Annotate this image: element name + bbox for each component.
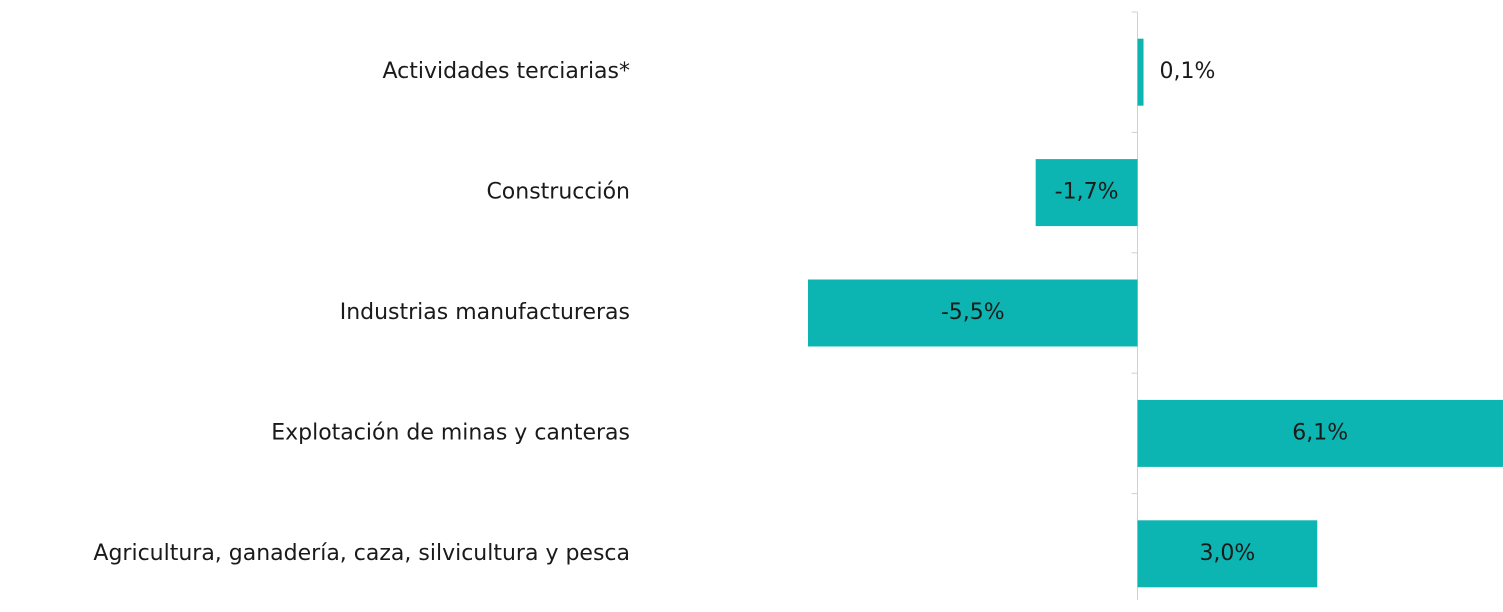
category-label: Actividades terciarias* [382,59,630,84]
bar [1137,38,1144,106]
category-label: Explotación de minas y canteras [271,420,630,445]
value-label: 3,0% [1199,541,1255,566]
category-label: Agricultura, ganadería, caza, silvicultu… [93,541,630,566]
value-label: 6,1% [1292,420,1348,445]
bar [808,279,1138,347]
category-label: Construcción [486,180,630,205]
value-label: -1,7% [1055,180,1119,205]
category-label: Industrias manufactureras [340,300,630,325]
value-label: 0,1% [1160,59,1216,84]
bar [1137,520,1318,588]
bar [1137,399,1503,467]
bar [1035,159,1138,227]
value-label: -5,5% [941,300,1005,325]
